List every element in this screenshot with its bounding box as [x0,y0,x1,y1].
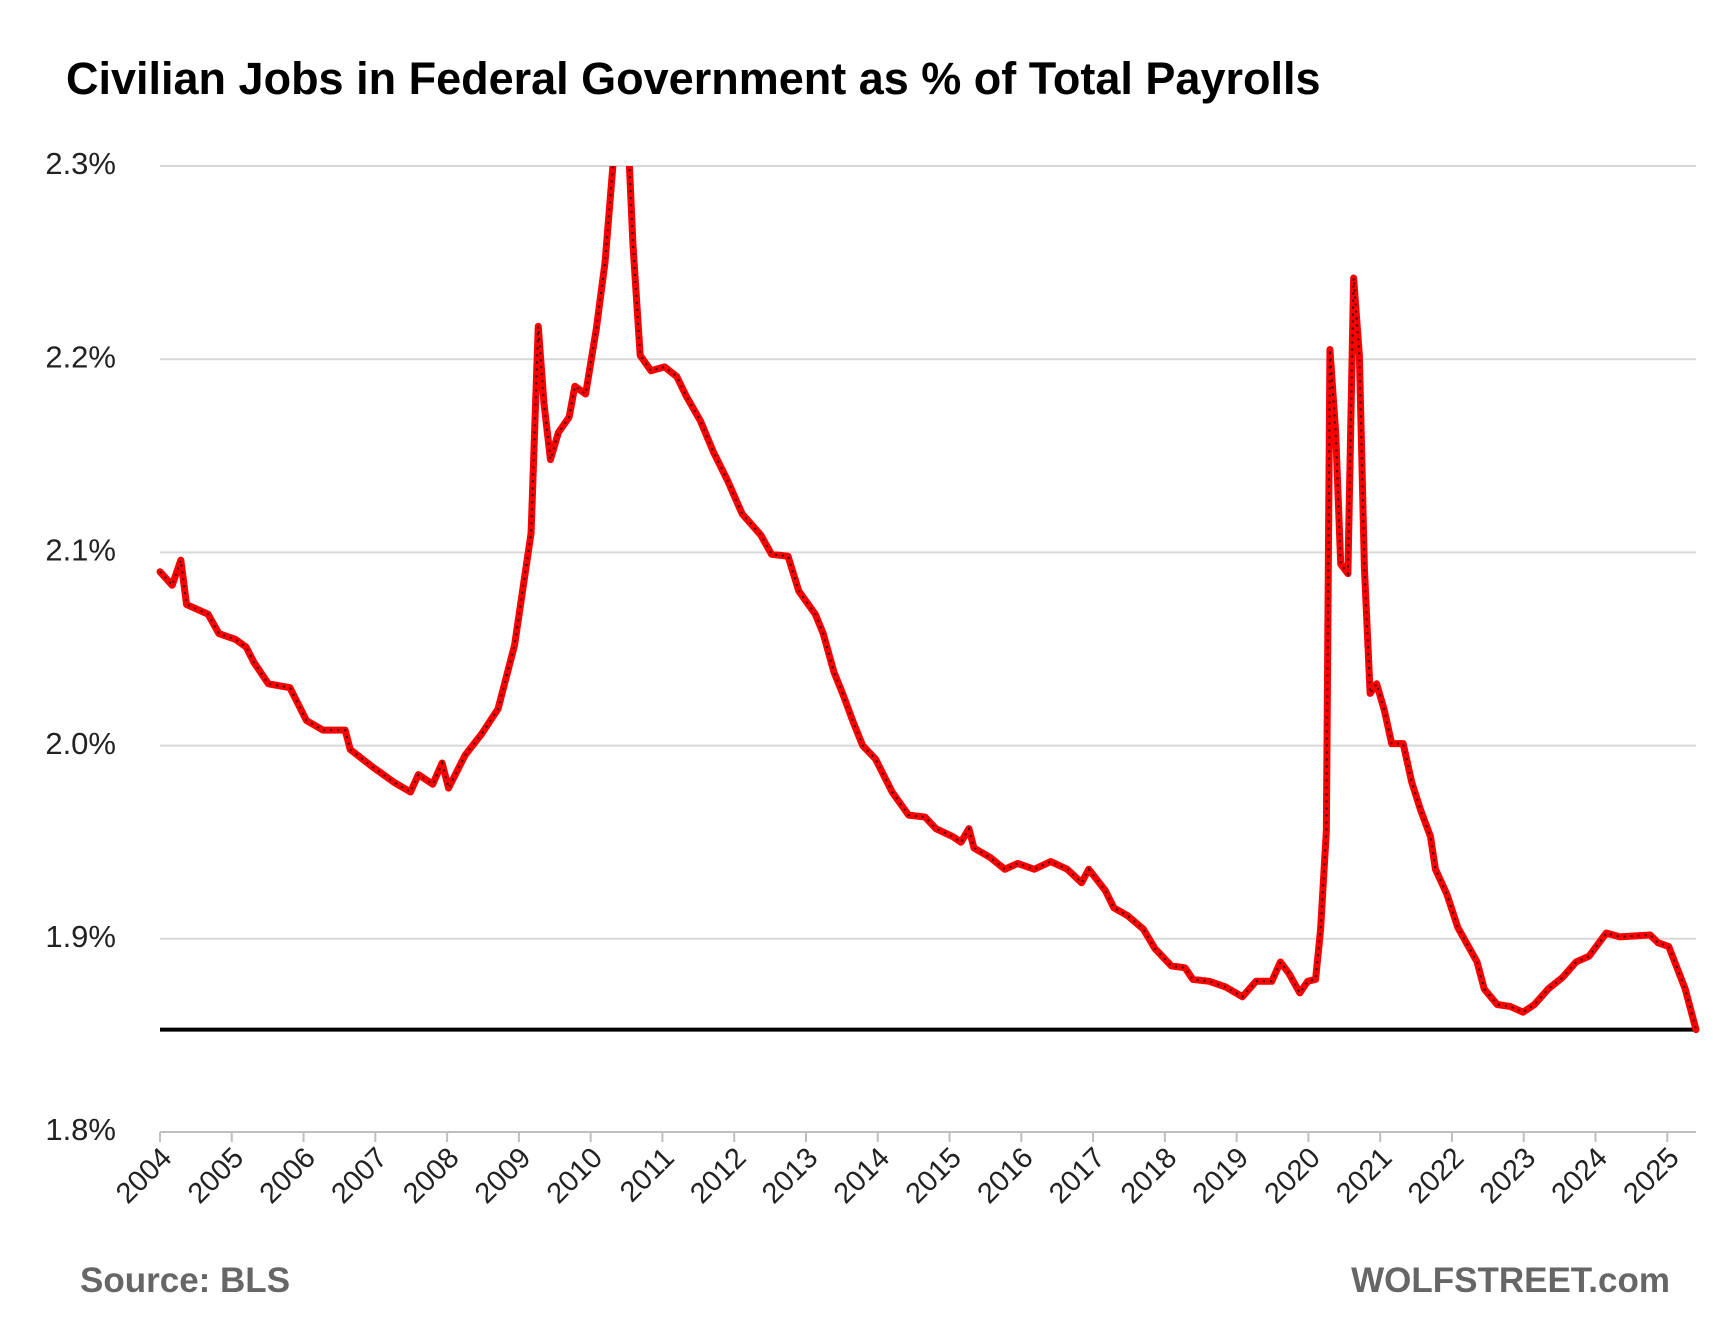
x-tick-label: 2012 [684,1142,752,1210]
data-line [156,166,1700,1034]
source: Source: BLS [80,1261,290,1300]
x-tick-label: 2008 [397,1142,465,1210]
y-tick-label: 1.8% [45,1112,116,1147]
x-tick-label: 2019 [1187,1142,1255,1210]
x-tick-label: 2021 [1330,1142,1398,1210]
x-tick-label: 2015 [900,1142,968,1210]
x-tick-label: 2004 [110,1142,178,1210]
plot-area [156,166,1700,1034]
x-tick-label: 2017 [1043,1142,1111,1210]
x-tick-label: 2007 [325,1142,393,1210]
x-tick-label: 2016 [971,1142,1039,1210]
x-tick-label: 2020 [1259,1142,1327,1210]
y-tick-label: 2.1% [45,533,116,568]
x-tick-label: 2018 [1115,1142,1183,1210]
x-tick-label: 2006 [254,1142,322,1210]
y-tick-label: 1.9% [45,919,116,954]
x-tick-label: 2011 [614,1142,681,1209]
x-tick-label: 2014 [828,1142,896,1210]
y-tick-label: 2.2% [45,339,116,374]
chart-title: Civilian Jobs in Federal Government as %… [66,53,1321,104]
y-tick-label: 2.3% [45,146,116,181]
x-tick-label: 2009 [469,1142,537,1210]
x-tick-label: 2025 [1617,1142,1685,1210]
x-tick-label: 2013 [756,1142,824,1210]
x-tick-label: 2023 [1474,1142,1542,1210]
x-tick-label: 2005 [182,1142,250,1210]
x-tick-label: 2024 [1546,1142,1614,1210]
x-tick-label: 2022 [1402,1142,1470,1210]
credit: WOLFSTREET.com [1351,1261,1670,1300]
x-tick-label: 2010 [541,1142,609,1210]
data-line-markers [159,166,1697,1030]
y-tick-label: 2.0% [45,726,116,761]
